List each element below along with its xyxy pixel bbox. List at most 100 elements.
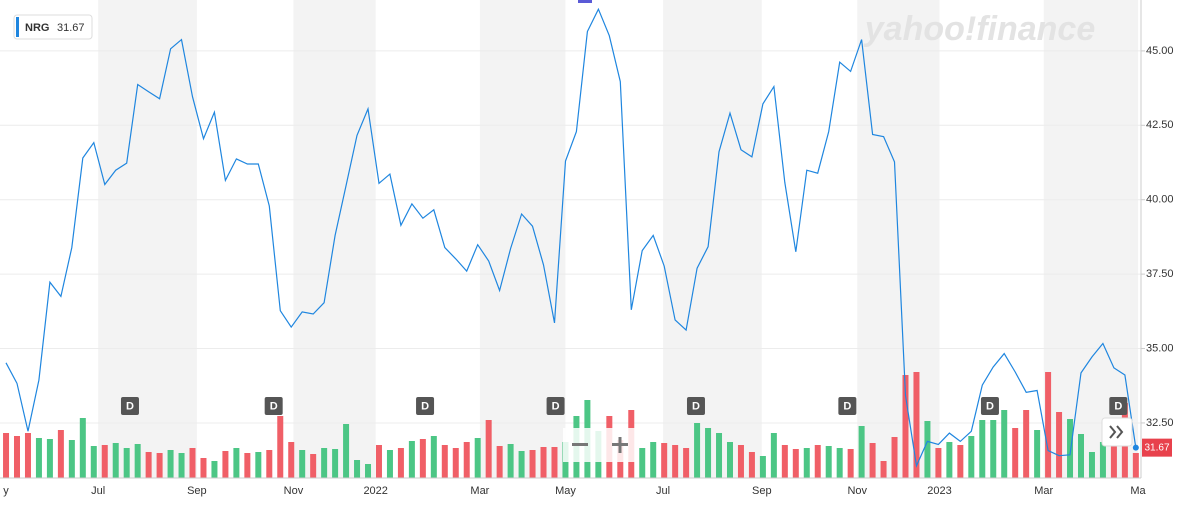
volume-bar bbox=[507, 444, 514, 478]
volume-bar bbox=[672, 445, 679, 478]
y-tick-label: 40.00 bbox=[1146, 194, 1174, 206]
dividend-label: D bbox=[692, 400, 700, 412]
volume-bar bbox=[222, 451, 229, 478]
volume-bar bbox=[112, 443, 119, 478]
volume-bar bbox=[408, 441, 415, 478]
x-tick-label: Ma bbox=[1130, 485, 1146, 497]
volume-bar bbox=[880, 461, 887, 478]
x-tick-label: Mar bbox=[1034, 485, 1053, 497]
volume-bar bbox=[924, 421, 931, 478]
volume-bar bbox=[803, 448, 810, 478]
dividend-label: D bbox=[421, 400, 429, 412]
volume-bar bbox=[288, 442, 295, 478]
volume-bar bbox=[343, 424, 350, 478]
volume-bar bbox=[650, 442, 657, 478]
volume-bar bbox=[24, 433, 31, 478]
volume-bar bbox=[957, 445, 964, 478]
zoom-out[interactable] bbox=[572, 443, 588, 446]
volume-bar bbox=[705, 428, 712, 478]
x-tick-label: y bbox=[3, 485, 9, 497]
volume-bar bbox=[1077, 434, 1084, 478]
volume-bar bbox=[979, 420, 986, 478]
x-tick-label: Nov bbox=[284, 485, 304, 497]
dividend-marker bbox=[980, 397, 999, 415]
volume-bar bbox=[474, 438, 481, 478]
dividend-label: D bbox=[986, 400, 994, 412]
volume-bar bbox=[211, 461, 218, 478]
volume-bar bbox=[430, 436, 437, 478]
month-band bbox=[98, 0, 197, 478]
volume-bar bbox=[639, 448, 646, 478]
volume-bar bbox=[770, 433, 777, 478]
volume-bar bbox=[935, 448, 942, 478]
volume-bar bbox=[683, 448, 690, 478]
watermark: yahoo!finance bbox=[863, 10, 1095, 48]
volume-bar bbox=[178, 453, 185, 478]
volume-bar bbox=[814, 445, 821, 478]
volume-bar bbox=[836, 448, 843, 478]
grid bbox=[0, 50, 1145, 424]
volume-bar bbox=[156, 453, 163, 478]
volume-bar bbox=[167, 450, 174, 478]
scroll-box[interactable] bbox=[1101, 417, 1133, 447]
volume-bar bbox=[1023, 410, 1030, 478]
legend-box bbox=[13, 14, 93, 40]
x-tick-label: 2022 bbox=[363, 485, 387, 497]
volume-bar bbox=[419, 439, 426, 478]
volume-bar bbox=[3, 433, 10, 478]
volume-bar bbox=[310, 454, 317, 478]
legend-swatch bbox=[16, 17, 19, 37]
y-tick-label: 32.50 bbox=[1146, 417, 1174, 429]
volume-bar bbox=[452, 448, 459, 478]
volume-bar bbox=[518, 451, 525, 478]
volume-bar bbox=[968, 436, 975, 478]
last-price-label: 31.67 bbox=[1144, 442, 1169, 453]
volume-bar bbox=[496, 446, 503, 478]
dividend-marker bbox=[546, 397, 565, 415]
dividend-label: D bbox=[552, 400, 560, 412]
volume-bar bbox=[123, 448, 130, 478]
scroll-button[interactable] bbox=[1101, 417, 1133, 447]
volume-bar bbox=[716, 433, 723, 478]
volume-bar bbox=[1099, 442, 1106, 478]
volume-bar bbox=[101, 445, 108, 478]
volume-bar bbox=[189, 448, 196, 478]
volume-bar bbox=[540, 447, 547, 478]
volume-bar bbox=[726, 442, 733, 478]
volume-bar bbox=[79, 418, 86, 478]
volume-bar bbox=[529, 450, 536, 478]
volume-bar bbox=[266, 450, 273, 478]
volume-bar bbox=[869, 443, 876, 478]
y-tick-label: 37.50 bbox=[1146, 268, 1174, 280]
zoom-controls bbox=[563, 428, 637, 462]
volume-bar bbox=[759, 456, 766, 478]
volume-bar bbox=[375, 445, 382, 478]
volume-bar bbox=[891, 437, 898, 478]
volume-bar bbox=[485, 420, 492, 478]
zoom-in-bar bbox=[618, 437, 622, 453]
x-tick-label: Jul bbox=[91, 485, 105, 497]
volume-bar bbox=[386, 450, 393, 478]
volume-bar bbox=[255, 452, 262, 478]
volume-bar bbox=[57, 430, 64, 478]
volume-bar bbox=[1034, 430, 1041, 478]
dividend-marker bbox=[838, 397, 857, 415]
volume-bar bbox=[233, 448, 240, 478]
volume-bar bbox=[68, 440, 75, 478]
y-tick-label: 35.00 bbox=[1146, 342, 1174, 354]
range-handle[interactable] bbox=[578, 0, 592, 3]
last-price-tag bbox=[1142, 438, 1172, 457]
volume-bar bbox=[332, 449, 339, 478]
x-labels: y Jul Sep Nov 2022 Mar May Jul Sep Nov 2023 Mar Ma bbox=[3, 485, 1146, 497]
volume-bar bbox=[858, 426, 865, 478]
volume-bar bbox=[354, 460, 361, 478]
volume-bar bbox=[277, 416, 284, 478]
price-line bbox=[5, 7, 1137, 468]
volume-bar bbox=[1045, 372, 1052, 478]
month-band bbox=[663, 0, 762, 478]
legend-price: 31.67 bbox=[57, 22, 85, 34]
volume-bar bbox=[902, 375, 909, 478]
dividend-marker bbox=[416, 397, 435, 415]
last-dot bbox=[1132, 444, 1139, 451]
